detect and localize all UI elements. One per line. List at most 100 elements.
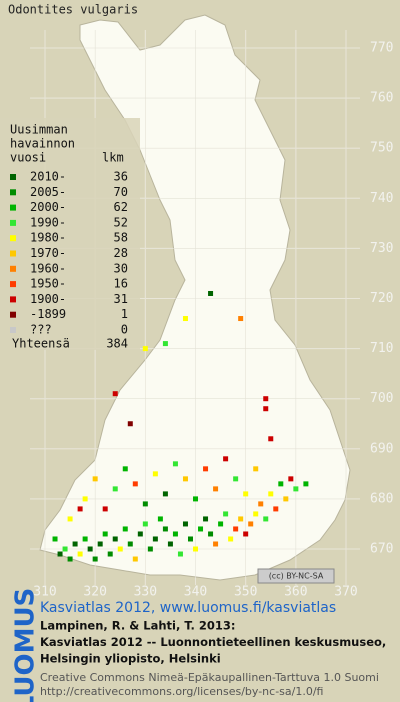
record-square <box>187 536 193 542</box>
record-square <box>243 531 249 537</box>
legend-count: 0 <box>121 323 128 337</box>
record-square <box>198 526 204 532</box>
record-square <box>263 396 269 402</box>
legend-swatch <box>10 265 16 272</box>
record-square <box>268 436 274 442</box>
easting-label: 320 <box>83 585 106 600</box>
record-square <box>67 556 73 562</box>
record-square <box>193 546 199 552</box>
record-square <box>223 511 229 517</box>
legend-swatch <box>10 250 16 257</box>
legend-label: 1950- <box>30 277 66 291</box>
record-square <box>293 486 299 492</box>
record-square <box>263 406 269 412</box>
record-square <box>263 516 269 522</box>
legend-heading: havainnon <box>10 137 75 151</box>
record-square <box>303 481 309 487</box>
record-square <box>142 346 148 352</box>
record-square <box>233 526 239 532</box>
legend-swatch <box>10 219 16 226</box>
legend-count: 31 <box>114 292 128 306</box>
record-square <box>208 531 214 537</box>
northing-label: 750 <box>370 141 393 156</box>
northing-label: 760 <box>370 91 393 106</box>
legend-label: 1980- <box>30 231 66 245</box>
record-square <box>127 541 133 547</box>
footer-link: Kasviatlas 2012, www.luomus.fi/kasviatla… <box>40 600 336 616</box>
record-square <box>218 521 224 527</box>
record-square <box>283 496 289 502</box>
record-square <box>172 461 178 467</box>
record-square <box>127 421 133 427</box>
record-square <box>152 536 158 542</box>
record-square <box>107 551 113 557</box>
record-square <box>112 536 118 542</box>
easting-label: 330 <box>134 585 157 600</box>
northing-label: 740 <box>370 191 393 206</box>
record-square <box>147 546 153 552</box>
record-square <box>72 541 78 547</box>
record-square <box>117 546 123 552</box>
easting-label: 370 <box>334 585 357 600</box>
record-square <box>142 501 148 507</box>
legend-swatch <box>10 296 16 303</box>
record-square <box>92 556 98 562</box>
record-square <box>248 521 254 527</box>
record-square <box>228 536 234 542</box>
record-square <box>233 476 239 482</box>
legend-count: 58 <box>114 231 128 245</box>
record-square <box>102 506 108 512</box>
record-square <box>77 551 83 557</box>
record-square <box>208 290 214 296</box>
record-square <box>213 541 219 547</box>
footer: Kasviatlas 2012, www.luomus.fi/kasviatla… <box>40 600 386 698</box>
record-square <box>162 491 168 497</box>
record-square <box>132 556 138 562</box>
logo: LUOMUS <box>11 588 41 702</box>
citation-line: Lampinen, R. & Lahti, T. 2013: <box>40 619 235 633</box>
legend-count: 28 <box>114 246 128 260</box>
license-badge-box <box>257 568 335 584</box>
legend-count: 36 <box>114 170 128 184</box>
record-square <box>288 476 294 482</box>
northing-label: 700 <box>370 391 393 406</box>
northing-label: 690 <box>370 441 393 456</box>
legend-total: 384 <box>106 337 128 351</box>
record-square <box>268 491 274 497</box>
legend-panel <box>0 118 140 350</box>
citation-line: Kasviatlas 2012 -- Luonnontieteellinen k… <box>40 635 386 649</box>
northing-label: 720 <box>370 291 393 306</box>
legend-total-label: Yhteensä <box>12 337 70 351</box>
northing-label: 710 <box>370 341 393 356</box>
easting-label: 360 <box>284 585 307 600</box>
record-square <box>97 541 103 547</box>
legend-label: 1970- <box>30 246 66 260</box>
record-square <box>177 551 183 557</box>
legend-heading: Uusimman <box>10 123 68 137</box>
record-square <box>182 521 188 527</box>
record-square <box>238 316 244 322</box>
record-square <box>253 466 259 472</box>
northing-label: 680 <box>370 491 393 506</box>
license-line: Creative Commons Nimeä-Epäkaupallinen-Ta… <box>40 671 379 684</box>
legend-swatch <box>10 189 16 196</box>
legend-label: ??? <box>30 323 52 337</box>
legend-label: 1900- <box>30 292 66 306</box>
record-square <box>193 496 199 502</box>
record-square <box>82 496 88 502</box>
record-square <box>172 531 178 537</box>
legend-swatch <box>10 204 16 211</box>
legend-count: 16 <box>114 277 128 291</box>
records <box>52 290 309 562</box>
legend-label: 2005- <box>30 185 66 199</box>
legend-count: 52 <box>114 215 128 229</box>
legend-label: 2010- <box>30 170 66 184</box>
legend-swatch <box>10 235 16 242</box>
record-square <box>162 526 168 532</box>
legend-swatch <box>10 311 16 318</box>
legend-label: 1960- <box>30 261 66 275</box>
